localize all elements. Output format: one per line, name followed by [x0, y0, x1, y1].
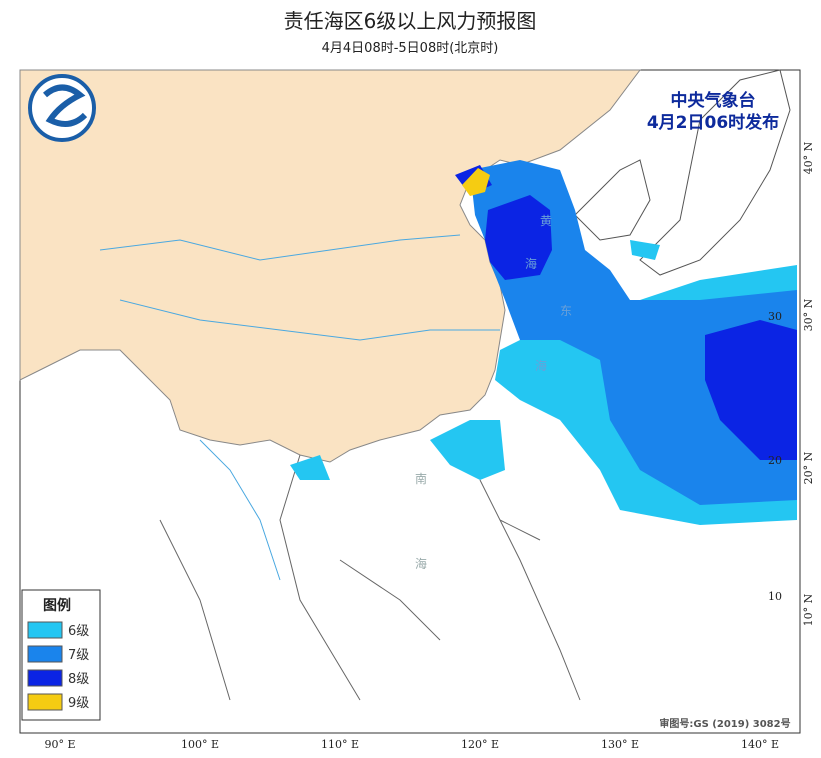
agency: 中央气象台 [671, 90, 756, 111]
legend-swatch [27, 621, 63, 639]
latitude-label: 40° N [802, 141, 815, 174]
title: 责任海区6级以上风力预报图 [284, 9, 537, 33]
longitude-label: 90° E [44, 738, 75, 751]
legend-swatch [27, 693, 63, 711]
map [19, 69, 801, 734]
review-number: 审图号:GS (2019) 3082号 [659, 717, 790, 730]
wind-area [462, 168, 490, 196]
sea-label: 黄 [540, 214, 552, 228]
latitude-label: 10° N [802, 593, 815, 626]
logo-mark [43, 84, 88, 127]
latitude-label: 30° N [802, 298, 815, 331]
subtitle: 4月4日08时-5日08时(北京时) [322, 41, 499, 56]
legend-label: 8级 [68, 672, 89, 687]
sea-label: 海 [535, 358, 547, 373]
legend-label: 9级 [68, 696, 89, 711]
rivers [99, 234, 500, 581]
legend: 图例 6级 7级 8级 9级 [21, 589, 101, 721]
grid-label: 20 [768, 454, 782, 467]
coastlines [159, 454, 581, 701]
longitude-label: 130° E [601, 738, 639, 751]
sea-label: 海 [525, 256, 537, 271]
latitude-label: 20° N [802, 451, 815, 484]
legend-title: 图例 [43, 597, 71, 614]
longitude-label: 120° E [461, 738, 499, 751]
sea-label: 海 [415, 556, 427, 571]
longitude-label: 110° E [321, 738, 359, 751]
legend-label: 6级 [68, 624, 89, 639]
japan-korea [574, 69, 791, 276]
legend-swatch [27, 645, 63, 663]
grid-label: 10 [768, 590, 782, 603]
legend-label: 7级 [68, 648, 89, 663]
longitude-label: 100° E [181, 738, 219, 751]
legend-swatch [27, 669, 63, 687]
issued: 4月2日06时发布 [647, 112, 779, 133]
sea-labels: 黄 海 东 海 南 海 [415, 214, 572, 571]
sea-label: 南 [415, 471, 427, 486]
grid-label: 30 [768, 310, 782, 323]
sea-label: 东 [560, 304, 572, 318]
longitude-label: 140° E [741, 738, 779, 751]
wind-area [455, 165, 797, 460]
